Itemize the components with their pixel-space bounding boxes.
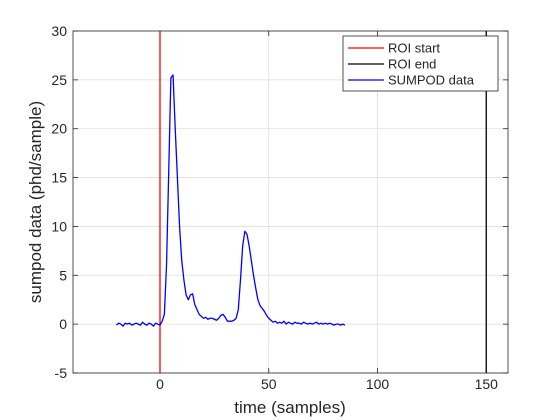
y-tick-label: 5 bbox=[59, 267, 67, 283]
legend: ROI start ROI end SUMPOD data bbox=[342, 35, 499, 92]
plot-frame bbox=[72, 30, 509, 374]
y-tick-label: 0 bbox=[59, 316, 67, 332]
y-tick-label: -5 bbox=[55, 365, 68, 381]
legend-label-roi-end: ROI end bbox=[388, 57, 436, 72]
y-tick-label: 25 bbox=[51, 72, 67, 88]
x-axis-label: time (samples) bbox=[234, 398, 345, 417]
x-tick-label: 0 bbox=[156, 376, 164, 392]
x-tick-label: 100 bbox=[366, 376, 390, 392]
y-axis-label: sumpod data (phd/sample) bbox=[26, 101, 45, 303]
y-tick-label: 30 bbox=[51, 23, 67, 39]
y-tick-label: 15 bbox=[51, 170, 67, 186]
x-tick-label: 50 bbox=[261, 376, 277, 392]
series-line-sumpod-data bbox=[116, 74, 346, 327]
y-tick-label: 20 bbox=[51, 121, 67, 137]
y-tick-label: 10 bbox=[51, 218, 67, 234]
legend-label-sumpod-data: SUMPOD data bbox=[388, 73, 475, 88]
legend-label-roi-start: ROI start bbox=[388, 41, 440, 56]
x-tick-label: 150 bbox=[475, 376, 499, 392]
axis-ticks: 0 50 100 150 -5 0 5 10 15 20 25 30 bbox=[51, 23, 508, 392]
